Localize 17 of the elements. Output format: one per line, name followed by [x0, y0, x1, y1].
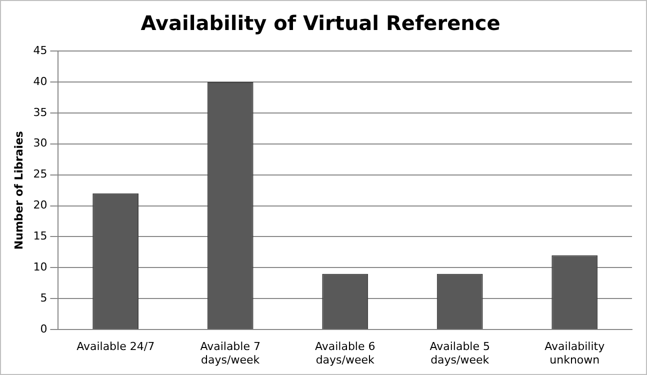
y-tick-label: 30 — [33, 136, 48, 150]
y-tick-label: 15 — [33, 230, 48, 243]
y-tick-label: 10 — [33, 260, 48, 274]
y-tick-label: 35 — [33, 106, 48, 119]
x-tick-label: Available 7 days/week — [200, 340, 260, 366]
y-tick-label: 0 — [40, 322, 48, 336]
y-axis-title: Number of Libraies — [12, 130, 26, 250]
y-tick-label: 20 — [33, 198, 48, 212]
chart-title: Availability of Virtual Reference — [140, 11, 500, 36]
x-tick-label: Availability unknown — [544, 340, 606, 366]
x-tick-label: Available 6 days/week — [314, 340, 376, 366]
y-tick-label: 40 — [33, 74, 48, 88]
y-tick-label: 25 — [33, 168, 48, 181]
x-tick-label: Available 5 days/week — [430, 340, 490, 366]
y-tick-label: 5 — [40, 292, 48, 305]
x-tick-label: Available 24/7 — [76, 340, 155, 354]
y-tick-label: 45 — [33, 44, 48, 57]
